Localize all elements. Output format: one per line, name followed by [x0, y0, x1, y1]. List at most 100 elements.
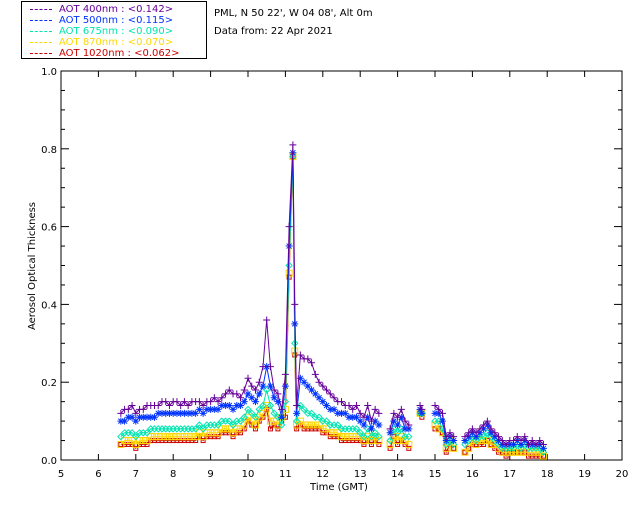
data-point-3 [487, 440, 495, 448]
data-point-2 [405, 432, 413, 441]
data-point-3 [491, 440, 499, 448]
data-point-1 [468, 429, 476, 437]
data-point-1 [371, 417, 379, 425]
data-point-1 [308, 386, 316, 394]
data-point-3 [203, 429, 211, 437]
plot-area: 5 6 7 8 9 10 11 12 13 14 15 16 17 18 19 20 0.0 0.2 0.4 0.6 0… [41, 67, 628, 480]
data-point-3 [165, 433, 173, 441]
data-point-3 [222, 425, 230, 433]
x-tick-label: 10 [242, 469, 255, 480]
data-point-0 [293, 402, 301, 410]
data-point-2 [375, 432, 383, 441]
data-point-2 [521, 440, 529, 449]
data-point-3 [158, 433, 166, 441]
data-point-0 [446, 429, 454, 437]
data-point-3 [450, 444, 458, 452]
x-tick-label: 6 [95, 469, 101, 480]
data-point-1 [173, 409, 181, 417]
data-point-0 [450, 433, 458, 441]
data-point-3 [229, 429, 237, 437]
data-point-0 [233, 390, 241, 398]
data-point-0 [207, 398, 215, 406]
data-point-1 [323, 402, 331, 410]
data-point-3 [266, 417, 274, 425]
data-point-2 [143, 429, 151, 437]
data-point-2 [494, 440, 503, 449]
data-point-0 [498, 437, 506, 445]
data-point-3 [177, 433, 185, 441]
data-point-3 [173, 433, 181, 441]
data-point-3 [237, 425, 245, 433]
data-point-4 [402, 441, 408, 447]
y-tick-label: 0.6 [41, 223, 57, 234]
data-point-1 [203, 405, 211, 413]
data-point-2 [536, 444, 544, 453]
data-point-1 [319, 398, 327, 406]
data-point-3 [480, 437, 488, 445]
data-point-1 [300, 378, 308, 386]
data-point-1 [151, 413, 158, 421]
data-point-0 [480, 421, 488, 429]
data-point-3 [195, 429, 203, 437]
data-point-3 [349, 433, 357, 441]
data-point-2 [464, 436, 473, 445]
data-point-1 [143, 413, 151, 421]
y-tick-label: 0.2 [41, 378, 57, 389]
data-point-1 [476, 429, 484, 437]
data-point-3 [341, 433, 349, 441]
data-point-0 [472, 429, 480, 437]
data-point-2 [393, 429, 402, 437]
data-point-0 [296, 351, 304, 359]
data-point-0 [214, 398, 222, 406]
x-tick-label: 19 [578, 469, 591, 480]
data-point-0 [532, 440, 540, 448]
series-line-3 [120, 156, 380, 446]
data-point-0 [476, 425, 484, 433]
data-point-1 [121, 417, 129, 425]
data-point-2 [277, 421, 286, 429]
data-point-1 [401, 425, 409, 433]
x-axis-label: Time (GMT) [309, 482, 368, 493]
data-point-1 [311, 390, 319, 398]
data-point-0 [255, 378, 263, 386]
legend-label-675nm: AOT 675nm : <0.090> [59, 26, 174, 37]
data-point-1 [165, 409, 173, 417]
data-point-0 [502, 440, 510, 448]
data-point-3 [192, 433, 200, 441]
data-point-1 [222, 402, 230, 410]
data-point-1 [229, 405, 237, 413]
x-tick-label: 12 [316, 469, 329, 480]
data-point-0 [345, 402, 353, 410]
data-point-4 [324, 430, 330, 436]
data-point-1 [498, 440, 506, 448]
data-point-2 [513, 440, 521, 449]
data-point-2 [225, 417, 234, 425]
data-point-3 [143, 437, 151, 445]
data-point-1 [345, 413, 353, 421]
data-point-3 [255, 413, 263, 421]
data-point-4 [260, 414, 266, 420]
data-point-3 [525, 448, 532, 456]
legend-label-400nm: AOT 400nm : <0.142> [59, 4, 174, 15]
data-point-0 [338, 398, 345, 406]
data-point-4 [215, 434, 221, 440]
series-line-1 [120, 152, 380, 431]
data-point-0 [199, 402, 207, 410]
data-point-3 [162, 433, 170, 441]
data-point-2 [539, 448, 548, 456]
data-point-3 [139, 437, 147, 445]
data-point-1 [435, 409, 443, 417]
data-point-3 [251, 421, 259, 429]
data-point-0 [401, 417, 409, 425]
data-point-1 [136, 413, 144, 421]
x-tick-label: 18 [541, 469, 554, 480]
data-point-0 [263, 316, 271, 324]
x-tick-label: 13 [354, 469, 367, 480]
data-point-0 [251, 386, 259, 394]
data-point-1 [536, 440, 544, 448]
data-point-0 [128, 402, 136, 410]
data-point-2 [240, 413, 248, 421]
x-tick-label: 9 [207, 469, 213, 480]
data-point-3 [210, 429, 218, 437]
